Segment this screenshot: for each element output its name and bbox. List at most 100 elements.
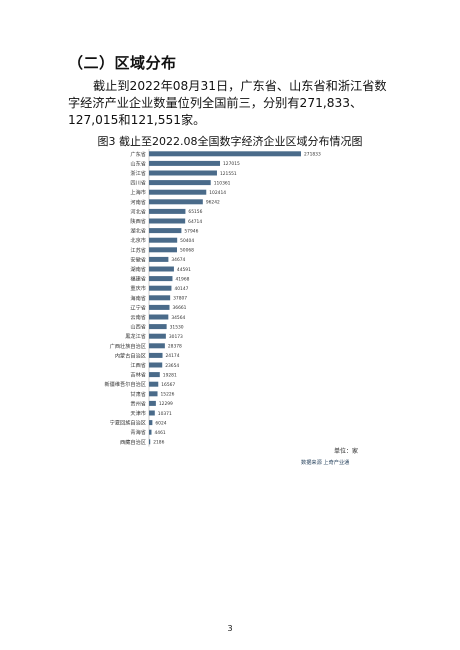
bar-value-label: 30173 <box>169 334 183 340</box>
bar-value-label: 31530 <box>170 324 184 330</box>
category-tick-label: 广东省 <box>130 150 146 158</box>
category-tick-label: 黑龙江省 <box>125 332 146 340</box>
bar <box>149 352 163 358</box>
bar <box>149 333 166 339</box>
bar-value-label: 28378 <box>168 344 182 350</box>
category-tick-label: 广西壮族自治区 <box>110 342 146 350</box>
bar-value-label: 16567 <box>161 382 175 388</box>
category-tick-label: 湖南省 <box>130 265 146 273</box>
bar <box>149 189 207 195</box>
category-tick-label: 山西省 <box>130 323 146 331</box>
category-tick-label: 河南省 <box>130 198 146 206</box>
bar <box>149 170 217 176</box>
bar-value-label: 64714 <box>188 219 202 225</box>
category-tick-label: 宁夏回族自治区 <box>110 419 146 427</box>
category-tick-label: 海南省 <box>130 294 146 302</box>
bar-value-label: 12299 <box>159 401 173 407</box>
bar <box>149 180 211 186</box>
bar <box>149 410 155 416</box>
category-tick-label: 青海省 <box>130 428 146 436</box>
bar-value-label: 40147 <box>174 286 188 292</box>
category-tick-label: 陕西省 <box>130 217 146 225</box>
bar-value-label: 37807 <box>173 296 187 302</box>
bar-value-label: 34564 <box>171 315 185 321</box>
bar-value-label: 23654 <box>165 363 179 369</box>
bar <box>149 276 173 282</box>
bar-value-label: 24174 <box>166 353 180 359</box>
bar-chart: 广东省 271833 山东省 127015 浙江省 121551 四川省 110361 上海市 1… <box>104 149 321 447</box>
category-tick-label: 浙江省 <box>130 169 146 177</box>
bar-value-label: 4461 <box>154 430 165 436</box>
category-tick-label: 湖北省 <box>130 227 146 235</box>
bar <box>149 160 221 166</box>
category-tick-label: 天津市 <box>130 409 146 417</box>
category-tick-label: 内蒙古自治区 <box>115 351 146 359</box>
bar <box>149 400 156 406</box>
bar <box>149 362 163 368</box>
bar-value-label: 110361 <box>214 180 231 186</box>
bar <box>149 151 301 157</box>
bar-value-label: 121551 <box>220 171 237 177</box>
bar-value-label: 36661 <box>172 305 186 311</box>
bar-value-label: 15226 <box>161 392 175 398</box>
bar <box>149 285 172 291</box>
bar <box>149 391 158 397</box>
bar <box>149 381 159 387</box>
category-tick-label: 四川省 <box>130 179 146 187</box>
bar <box>149 237 178 243</box>
category-tick-label: 吉林省 <box>130 371 146 379</box>
category-tick-label: 新疆维吾尔自治区 <box>104 380 146 388</box>
bar <box>149 304 170 310</box>
bar <box>149 256 169 262</box>
category-tick-label: 甘肃省 <box>130 390 146 398</box>
bar-value-label: 57946 <box>184 228 198 234</box>
bar <box>149 295 171 301</box>
category-tick-label: 重庆市 <box>130 284 146 292</box>
category-tick-label: 辽宁省 <box>130 303 146 311</box>
bar <box>149 199 203 205</box>
bar <box>149 343 165 349</box>
bar <box>149 372 160 378</box>
bar-value-label: 127015 <box>223 161 240 167</box>
bar <box>149 429 152 435</box>
bar <box>149 228 182 234</box>
bar-value-label: 96242 <box>206 200 220 206</box>
bar-value-label: 271833 <box>304 152 321 158</box>
bar <box>149 420 153 426</box>
section-heading: （二）区域分布 <box>68 54 177 72</box>
bar <box>149 439 151 445</box>
bar <box>149 247 177 253</box>
bar <box>149 218 186 224</box>
bar-value-label: 65156 <box>188 209 202 215</box>
bar-value-label: 50404 <box>180 238 194 244</box>
category-tick-label: 江苏省 <box>130 246 146 254</box>
bar-value-label: 10371 <box>158 411 172 417</box>
category-tick-label: 河北省 <box>130 207 146 215</box>
bar <box>149 266 174 272</box>
category-tick-label: 上海市 <box>130 188 146 196</box>
category-tick-label: 福建省 <box>130 275 146 283</box>
category-tick-label: 江西省 <box>130 361 146 369</box>
bar <box>149 208 186 214</box>
bar <box>149 314 169 320</box>
category-tick-label: 贵州省 <box>130 399 146 407</box>
figure-title: 图3 截止至2022.08全国数字经济企业区域分布情况图 <box>97 135 363 148</box>
category-tick-label: 安徽省 <box>130 255 146 263</box>
category-tick-label: 云南省 <box>130 313 146 321</box>
source-note: 数据来源 上奇产业通 <box>301 460 350 466</box>
page-number: 3 <box>227 624 233 633</box>
bar-value-label: 44591 <box>177 267 191 273</box>
unit-label: 单位：家 <box>334 448 359 455</box>
category-tick-label: 北京市 <box>130 236 146 244</box>
category-tick-label: 山东省 <box>130 159 146 167</box>
bar-value-label: 50068 <box>180 248 194 254</box>
bar-value-label: 41968 <box>175 276 189 282</box>
bar-value-label: 6024 <box>155 420 166 426</box>
body-paragraph: 截止到2022年08月31日，广东省、山东省和浙江省数字经济产业企业数量位列全国… <box>68 79 387 127</box>
bar-value-label: 34674 <box>171 257 185 263</box>
bar <box>149 324 167 330</box>
category-tick-label: 西藏自治区 <box>120 438 146 446</box>
bar-value-label: 19281 <box>163 372 177 378</box>
bar-value-label: 2186 <box>153 440 164 446</box>
bar-value-label: 102414 <box>209 190 226 196</box>
